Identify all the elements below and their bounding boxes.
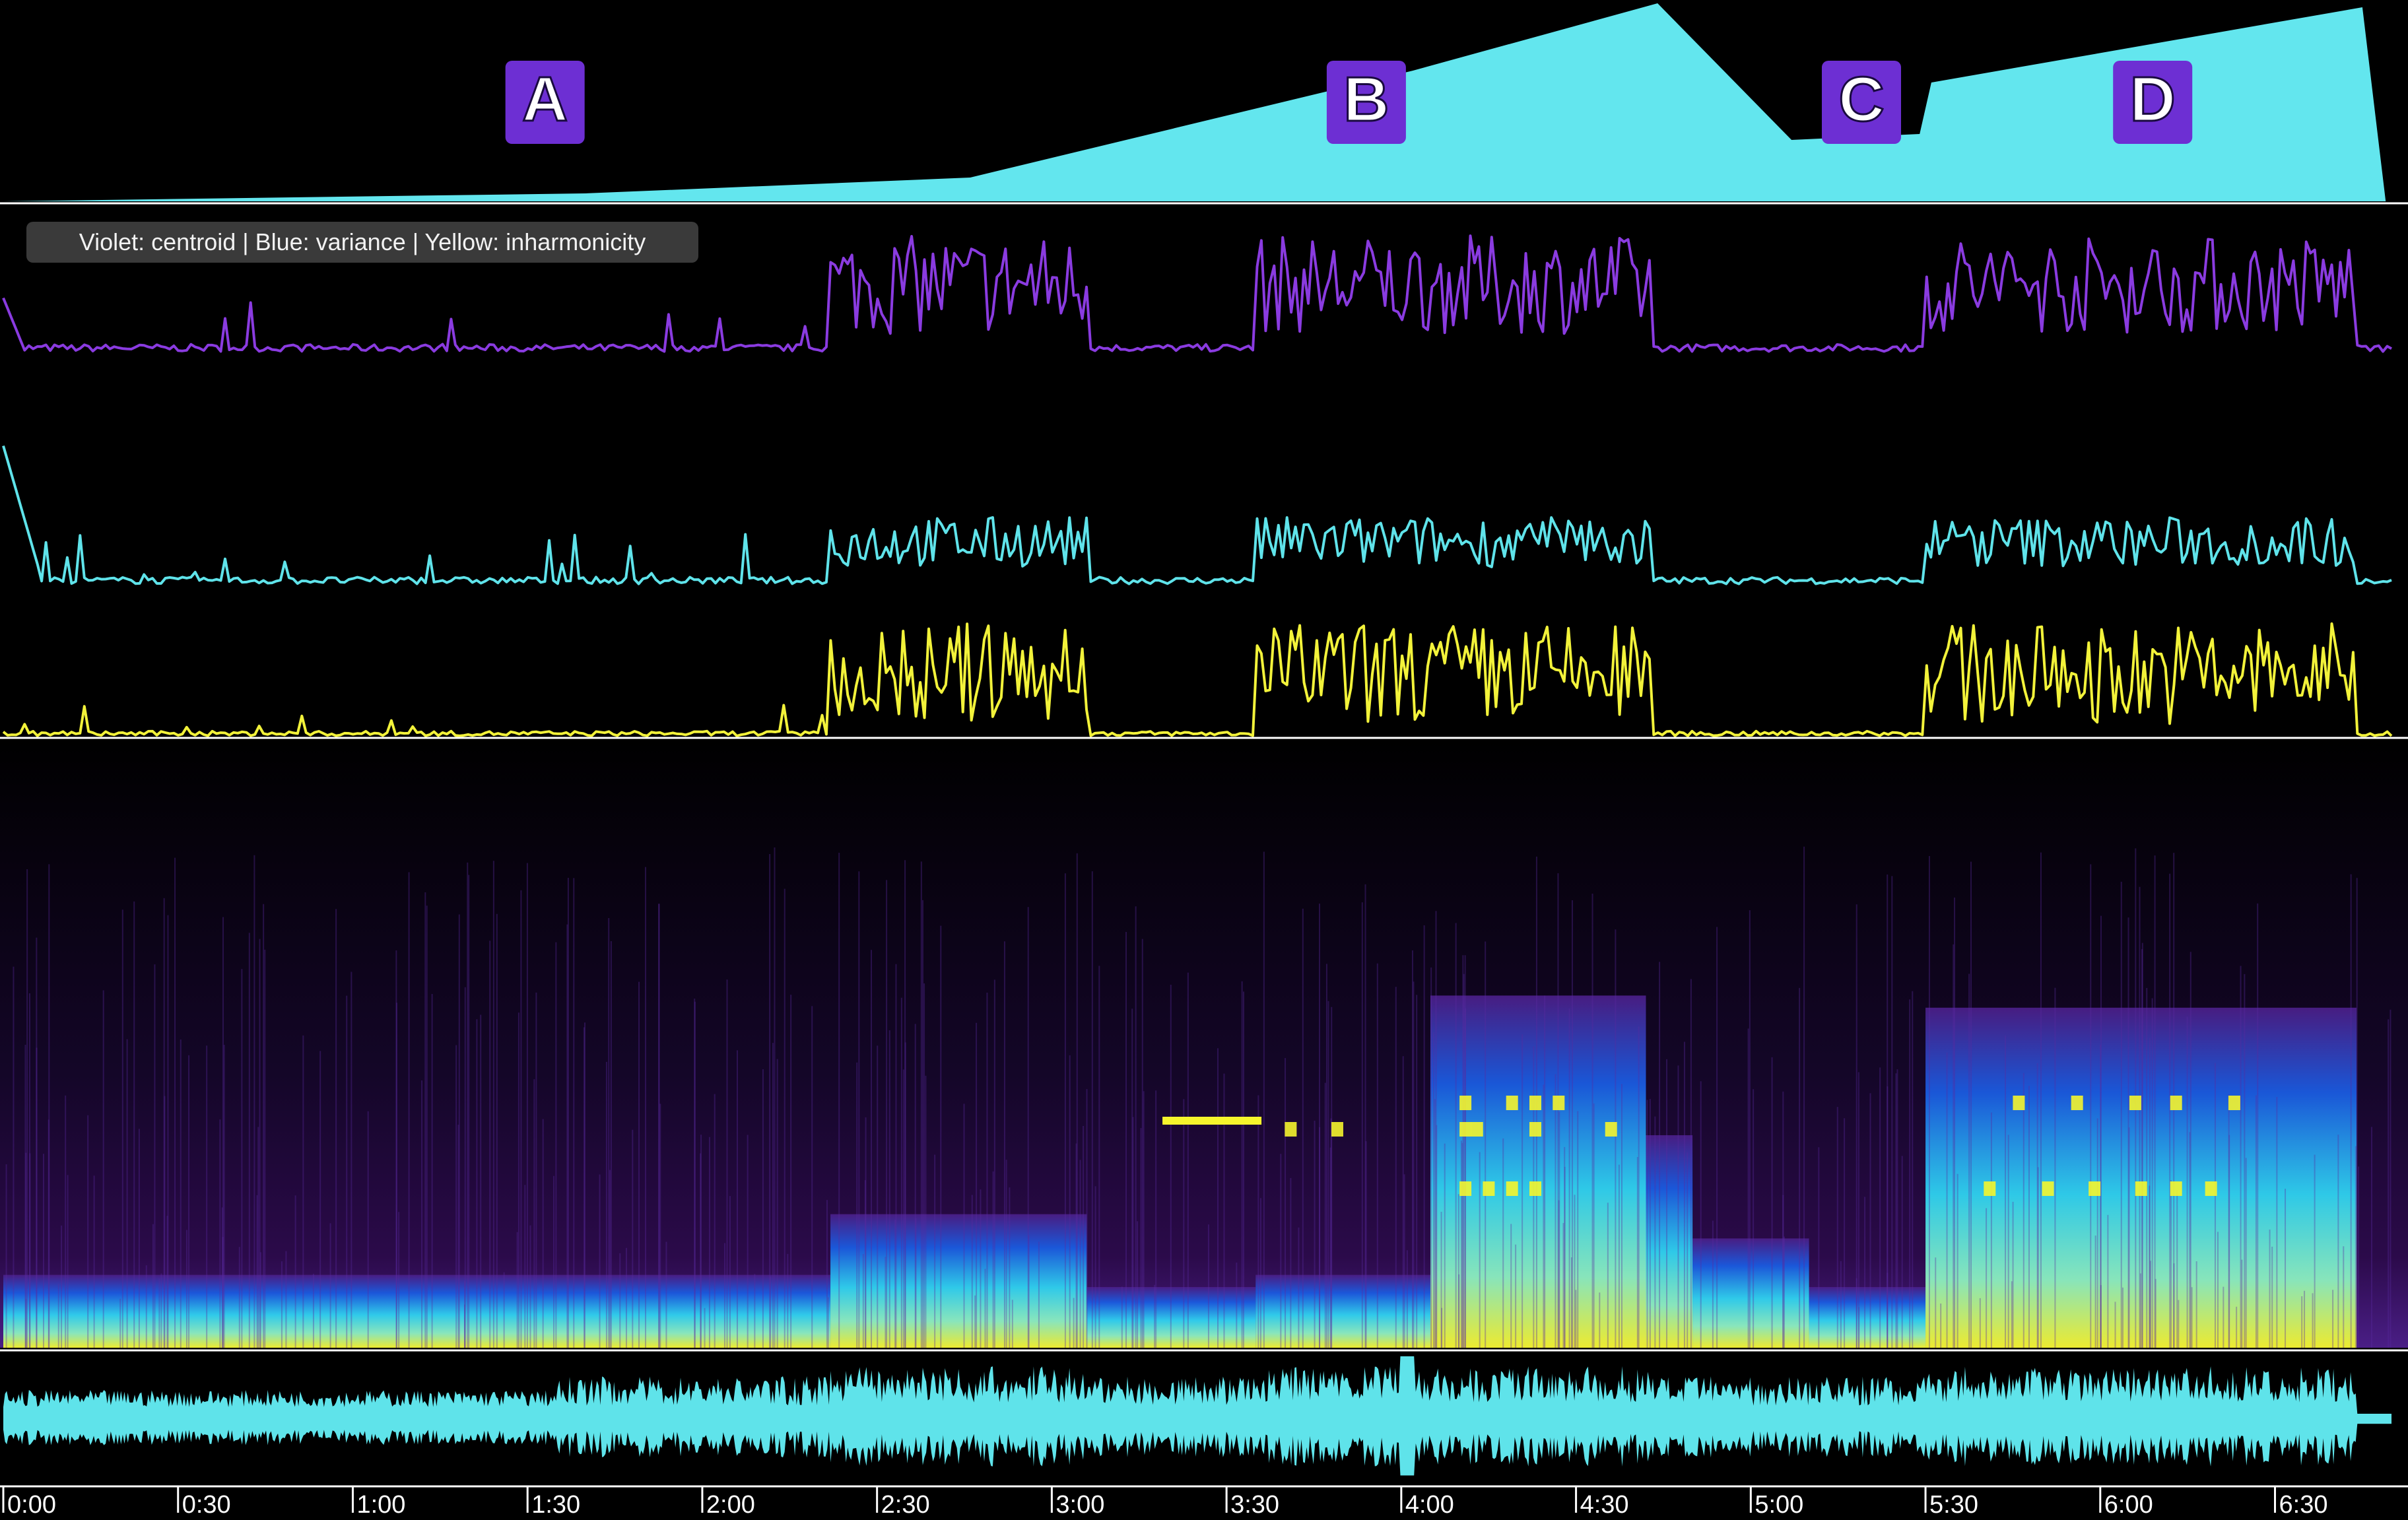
- spectrogram-energy-block: [830, 1214, 1087, 1348]
- section-label-badge: [2113, 61, 2193, 144]
- features-panel: [2, 234, 2393, 737]
- spectrogram-harmonic: [1471, 1122, 1483, 1137]
- time-tick-label: 0:30: [182, 1491, 231, 1519]
- waveform-panel: [3, 1356, 2391, 1476]
- spectrogram-harmonic: [2129, 1096, 2141, 1110]
- spectrogram-harmonic: [1506, 1096, 1518, 1110]
- spectrogram-harmonic: [1529, 1122, 1541, 1137]
- section-label-badge: [1326, 61, 1406, 144]
- spectrogram-harmonic: [1506, 1181, 1518, 1196]
- variance-line: [2, 445, 2392, 585]
- section-label-badge: [505, 61, 585, 144]
- spectrogram-harmonic: [2228, 1096, 2240, 1110]
- section-label-text: A: [522, 64, 568, 135]
- inharmonicity-line: [2, 622, 2393, 737]
- spectrogram-harmonic: [1459, 1096, 1472, 1110]
- time-tick-label: 5:30: [1929, 1491, 1978, 1519]
- spectrogram-harmonic: [1529, 1096, 1541, 1110]
- section-label-text: C: [1838, 64, 1884, 135]
- spectrogram-energy-block: [1646, 1135, 1693, 1348]
- spectrogram-harmonic: [1483, 1181, 1495, 1196]
- time-tick-label: 2:30: [881, 1491, 930, 1519]
- spectrogram-harmonic: [1605, 1122, 1617, 1137]
- time-axis: 0:00 0:30 1:00 1:30 2:00 2:30 3:00 3:30 4:00 4:30…: [2, 1486, 2328, 1519]
- spectrogram-harmonic: [1459, 1181, 1472, 1196]
- spectrogram-harmonic: [1529, 1181, 1541, 1196]
- time-tick-label: 5:00: [1755, 1491, 1803, 1519]
- time-tick-label: 6:30: [2279, 1491, 2328, 1519]
- section-label-b: B: [1326, 61, 1406, 144]
- section-labels: A B C D: [505, 61, 2193, 144]
- time-tick-label: 1:30: [531, 1491, 580, 1519]
- time-tick-label: 4:30: [1580, 1491, 1629, 1519]
- spectrogram-harmonic: [2013, 1096, 2025, 1110]
- spectrogram-harmonic: [1285, 1122, 1297, 1137]
- spectrogram-harmonic: [2089, 1181, 2101, 1196]
- spectrogram-energy-block: [3, 1274, 831, 1348]
- section-label-d: D: [2113, 61, 2193, 144]
- section-label-a: A: [505, 61, 585, 144]
- spectrogram-harmonic: [1162, 1117, 1262, 1125]
- feature-legend: Violet: centroid | Blue: variance | Yell…: [26, 222, 698, 263]
- spectrogram-harmonic: [1553, 1096, 1565, 1110]
- structure-panel: A B C D: [3, 3, 2391, 201]
- spectrogram-harmonic: [1331, 1122, 1343, 1137]
- spectrogram-harmonic: [1459, 1122, 1472, 1137]
- spectrogram-energy-block: [1925, 1007, 2357, 1348]
- spectrogram-harmonic: [2071, 1096, 2083, 1110]
- spectrogram-harmonic: [2170, 1181, 2182, 1196]
- time-tick-label: 6:00: [2104, 1491, 2153, 1519]
- time-tick-label: 1:00: [356, 1491, 405, 1519]
- structure-intensity-area: [3, 3, 2391, 201]
- centroid-line: [2, 234, 2392, 353]
- spectrogram-energy-block: [1255, 1274, 1430, 1348]
- spectrogram-energy-block: [1809, 1287, 1926, 1348]
- section-label-text: D: [2130, 64, 2176, 135]
- spectrogram-harmonic: [2135, 1181, 2147, 1196]
- spectrogram-energy-block: [1430, 995, 1646, 1348]
- time-tick-label: 0:00: [7, 1491, 56, 1519]
- section-label-text: B: [1343, 64, 1389, 135]
- spectrogram-harmonic: [2170, 1096, 2182, 1110]
- section-label-badge: [1821, 61, 1901, 144]
- spectrogram-harmonic: [1984, 1181, 1996, 1196]
- spectrogram-energy-block: [1692, 1238, 1809, 1348]
- waveform: [3, 1356, 2391, 1476]
- section-label-c: C: [1821, 61, 1901, 144]
- time-tick-label: 3:30: [1230, 1491, 1279, 1519]
- spectrogram-energy-block: [1087, 1287, 1256, 1348]
- time-tick-label: 2:00: [706, 1491, 755, 1519]
- time-tick-label: 4:00: [1405, 1491, 1454, 1519]
- time-tick-label: 3:00: [1055, 1491, 1104, 1519]
- spectrogram-harmonic: [2042, 1181, 2054, 1196]
- spectrogram-panel: [0, 741, 2408, 1348]
- spectrogram-harmonic: [2205, 1181, 2217, 1196]
